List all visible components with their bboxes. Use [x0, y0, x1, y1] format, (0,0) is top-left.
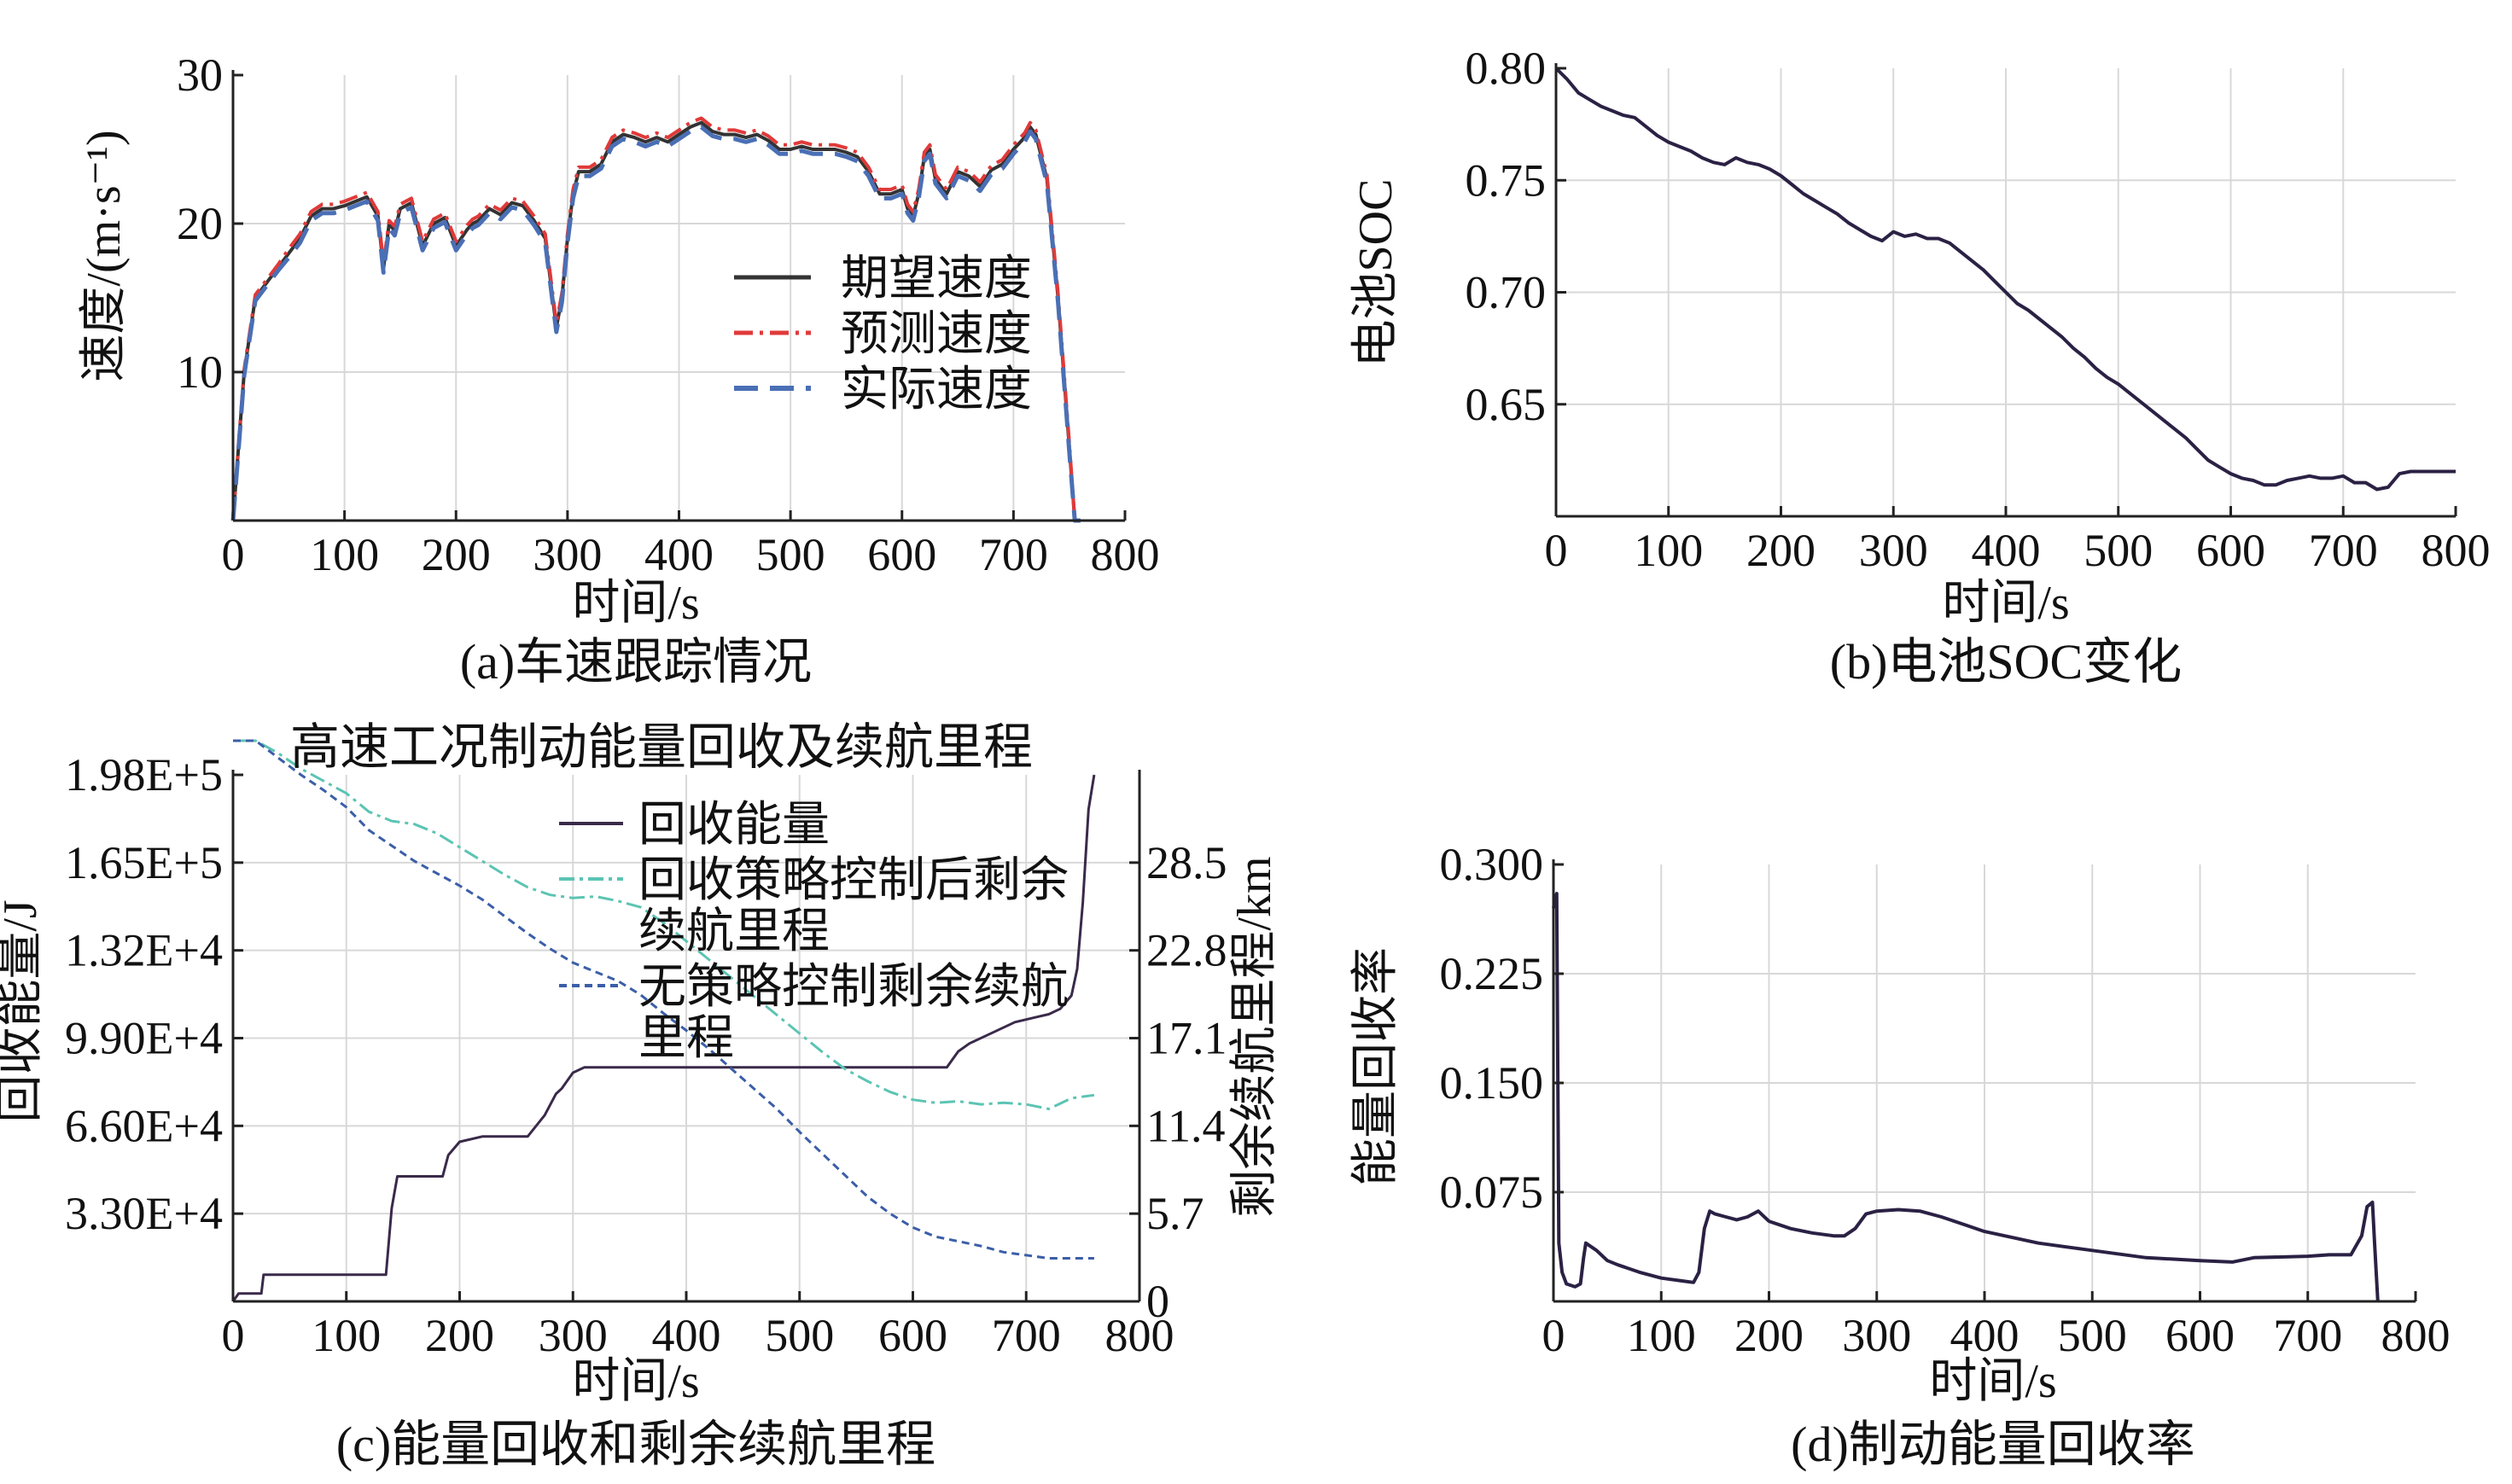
panel-c-legend: 回收能量 回收策略控制后剩余 续航里程 无策略控制剩余续航 里程: [559, 799, 1069, 1065]
panel-c-caption: (c)能量回收和剩余续航里程: [336, 1417, 935, 1472]
legend-label-no-strategy-1: 无策略控制剩余续航: [638, 961, 1069, 1014]
x-tick-label: 500: [756, 529, 825, 580]
x-tick-label: 800: [1105, 1310, 1174, 1361]
panel-c-y2label: 剩余续航里程/km: [1228, 856, 1281, 1217]
y-tick-label: 0.70: [1466, 267, 1547, 318]
panel-c-ylabel: 回收能量/J: [0, 899, 47, 1122]
legend-label-with-strategy-1: 回收策略控制后剩余: [638, 854, 1069, 907]
panel-a-caption: (a)车速跟踪情况: [460, 634, 812, 690]
x-tick-label: 400: [1950, 1310, 2020, 1361]
y2-tick-label: 22.8: [1146, 925, 1227, 976]
x-tick-label: 0: [222, 529, 245, 580]
x-tick-label: 800: [1091, 529, 1160, 580]
panel-b-xlabel: 时间/s: [1942, 577, 2069, 630]
x-tick-label: 400: [1972, 525, 2041, 576]
y-tick-label: 6.60E+4: [65, 1100, 223, 1151]
x-tick-label: 700: [2309, 525, 2378, 576]
panel-b-caption: (b)电池SOC变化: [1830, 634, 2182, 690]
series-line-main: [1554, 67, 2456, 492]
y2-tick-label: 5.7: [1146, 1188, 1204, 1239]
x-tick-label: 300: [1842, 1310, 1911, 1361]
x-tick-label: 0: [1542, 1310, 1565, 1361]
x-tick-label: 200: [425, 1310, 494, 1361]
x-tick-label: 800: [2422, 525, 2491, 576]
legend-label-desired: 期望速度: [841, 253, 1032, 306]
x-tick-label: 0: [222, 1310, 245, 1361]
x-tick-label: 400: [644, 529, 714, 580]
y-tick-label: 0.300: [1440, 839, 1544, 890]
y-tick-label: 10: [177, 346, 223, 398]
panel-c-title: 高速工况制动能量回收及续航里程: [290, 719, 1033, 775]
y-tick-label: 30: [177, 49, 223, 101]
x-tick-label: 500: [2084, 525, 2153, 576]
x-tick-label: 100: [310, 529, 379, 580]
x-tick-label: 100: [1627, 1310, 1696, 1361]
x-tick-label: 700: [992, 1310, 1061, 1361]
series-line-0: [231, 774, 1096, 1302]
panel-a-xlabel: 时间/s: [572, 577, 699, 630]
y-tick-label: 0.75: [1466, 154, 1547, 206]
panel-c-xlabel: 时间/s: [572, 1355, 699, 1408]
panel-c-energy-range: 0 100 200 300 400 500 600 700 800 3.30E+4 6.60E+4 9…: [0, 719, 1281, 1472]
panel-a-speed-tracking: 0 100 200 300 400 500 600 700 800 10 20 30 速度/(m·s⁻…: [78, 49, 1160, 690]
y-tick-label: 0.075: [1440, 1167, 1544, 1218]
x-tick-label: 200: [1746, 525, 1816, 576]
y-tick-label: 9.90E+4: [65, 1013, 223, 1064]
x-tick-label: 200: [422, 529, 491, 580]
x-tick-label: 200: [1734, 1310, 1804, 1361]
x-tick-label: 400: [652, 1310, 721, 1361]
panel-b-battery-soc: 0 100 200 300 400 500 600 700 800 0.80 0.75 0.70 0.6…: [1349, 43, 2491, 690]
x-tick-label: 300: [539, 1310, 608, 1361]
y-tick-label: 1.32E+4: [65, 925, 223, 976]
panel-a-ylabel: 速度/(m·s⁻¹): [78, 130, 131, 381]
y2-tick-label: 0: [1146, 1276, 1169, 1327]
series-line-2: [230, 125, 1081, 523]
panel-b-ylabel: 电池SOC: [1349, 179, 1402, 368]
x-tick-label: 300: [1859, 525, 1928, 576]
series-line-2: [233, 739, 1094, 1260]
x-tick-label: 100: [1634, 525, 1703, 576]
series-line-1: [233, 739, 1095, 1110]
x-tick-label: 700: [979, 529, 1048, 580]
y2-tick-label: 17.1: [1146, 1013, 1227, 1064]
legend-label-actual: 实际速度: [841, 364, 1032, 416]
y-tick-label: 1.98E+5: [65, 749, 223, 800]
y-tick-label: 3.30E+4: [65, 1188, 223, 1239]
y-tick-label: 0.80: [1466, 43, 1547, 94]
y-tick-label: 20: [177, 198, 223, 249]
x-tick-label: 600: [2165, 1310, 2235, 1361]
x-tick-label: 300: [533, 529, 602, 580]
panel-d-ylabel: 能量回收率: [1349, 947, 1402, 1186]
x-tick-label: 500: [765, 1310, 834, 1361]
legend-label-energy: 回收能量: [638, 799, 830, 852]
panel-d-caption: (d)制动能量回收率: [1791, 1417, 2195, 1472]
x-tick-label: 800: [2381, 1310, 2451, 1361]
panel-a-legend: 期望速度 预测速度 实际速度: [734, 253, 1032, 416]
x-tick-label: 600: [878, 1310, 947, 1361]
y-tick-label: 0.225: [1440, 948, 1544, 999]
y-tick-label: 1.65E+5: [65, 837, 223, 888]
panel-d-recovery-rate: 0 100 200 300 400 500 600 700 800 0.075 0.150 0.225…: [1349, 839, 2451, 1472]
y2-tick-label: 28.5: [1146, 837, 1227, 888]
legend-label-predicted: 预测速度: [841, 308, 1032, 361]
y-tick-label: 0.150: [1440, 1057, 1544, 1109]
panel-d-xlabel: 时间/s: [1929, 1355, 2056, 1408]
series-line-main: [1552, 892, 2380, 1302]
x-tick-label: 600: [867, 529, 936, 580]
x-tick-label: 600: [2196, 525, 2265, 576]
legend-label-with-strategy-2: 续航里程: [638, 905, 830, 958]
x-tick-label: 0: [1545, 525, 1568, 576]
legend-label-no-strategy-2: 里程: [638, 1012, 734, 1065]
x-tick-label: 700: [2273, 1310, 2342, 1361]
x-tick-label: 100: [312, 1310, 381, 1361]
y2-tick-label: 11.4: [1146, 1100, 1226, 1151]
x-tick-label: 500: [2058, 1310, 2127, 1361]
y-tick-label: 0.65: [1466, 379, 1547, 430]
